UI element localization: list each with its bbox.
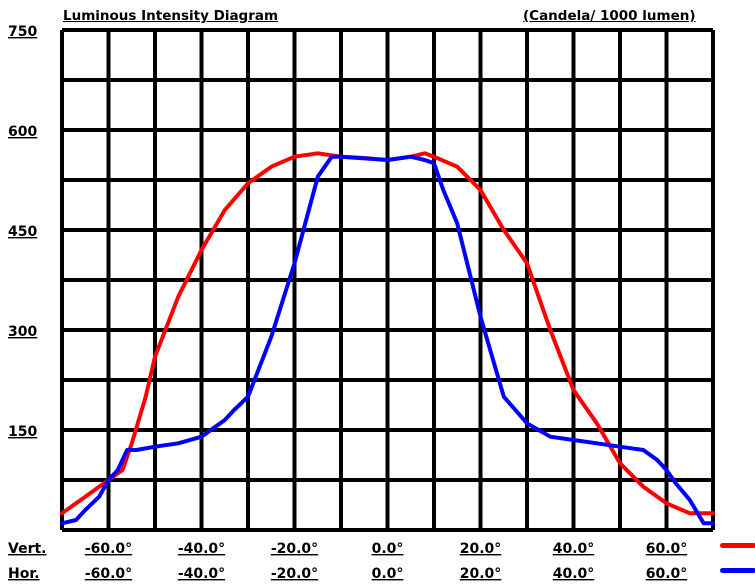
y-tick-label: 300 [8,324,37,340]
x-tick-label-hor: -20.0° [271,566,318,582]
x-tick-label-hor: -60.0° [85,566,132,582]
legend-hor-swatch [720,568,755,573]
x-tick-label-hor: 0.0° [372,566,404,582]
legend-vert-swatch [720,543,755,548]
x-tick-label-hor: -40.0° [178,566,225,582]
x-tick-label-vert: 40.0° [553,541,595,557]
x-tick-label-hor: 60.0° [646,566,688,582]
row-label-vert: Vert. [8,541,46,557]
unit-label: (Candela/ 1000 lumen) [523,8,696,24]
x-tick-label-vert: -20.0° [271,541,318,557]
chart-curves [60,151,715,526]
x-tick-label-vert: 0.0° [372,541,404,557]
x-tick-label-vert: -60.0° [85,541,132,557]
x-tick-label-vert: 60.0° [646,541,688,557]
x-tick-label-vert: -40.0° [178,541,225,557]
chart-title: Luminous Intensity Diagram [63,8,279,24]
row-label-hor: Hor. [8,566,40,582]
y-tick-label: 750 [8,24,37,40]
x-tick-label-hor: 20.0° [460,566,502,582]
y-tick-label: 150 [8,424,37,440]
chart-labels: 150 300 450 600 750 Vert. -60.0° -40.0° -20.0° 0.… [8,24,687,582]
x-tick-label-hor: 40.0° [553,566,595,582]
chart-grid [60,28,715,532]
x-tick-label-vert: 20.0° [460,541,502,557]
y-tick-label: 600 [8,124,37,140]
y-tick-label: 450 [8,224,37,240]
series-hor-line [60,154,715,526]
